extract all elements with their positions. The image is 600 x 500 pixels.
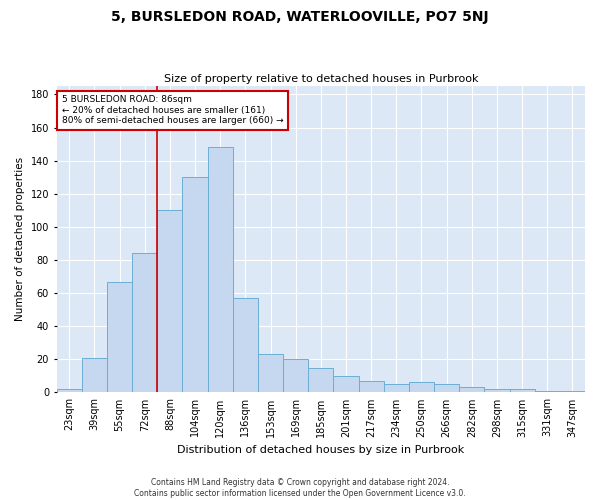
Text: Contains HM Land Registry data © Crown copyright and database right 2024.
Contai: Contains HM Land Registry data © Crown c…	[134, 478, 466, 498]
Bar	[258, 354, 283, 393]
Bar	[107, 282, 132, 393]
Bar	[409, 382, 434, 392]
Title: Size of property relative to detached houses in Purbrook: Size of property relative to detached ho…	[164, 74, 478, 84]
Text: 5 BURSLEDON ROAD: 86sqm
← 20% of detached houses are smaller (161)
80% of semi-d: 5 BURSLEDON ROAD: 86sqm ← 20% of detache…	[62, 96, 284, 125]
Bar	[384, 384, 409, 392]
Bar	[535, 391, 560, 392]
Bar	[208, 148, 233, 392]
Bar	[132, 254, 157, 392]
Text: 5, BURSLEDON ROAD, WATERLOOVILLE, PO7 5NJ: 5, BURSLEDON ROAD, WATERLOOVILLE, PO7 5N…	[111, 10, 489, 24]
Bar	[283, 360, 308, 392]
Bar	[484, 389, 509, 392]
Bar	[459, 388, 484, 392]
Bar	[359, 381, 384, 392]
Bar	[434, 384, 459, 392]
Bar	[509, 389, 535, 392]
Bar	[560, 391, 585, 392]
Bar	[82, 358, 107, 392]
Bar	[334, 376, 359, 392]
Bar	[182, 177, 208, 392]
Bar	[157, 210, 182, 392]
Y-axis label: Number of detached properties: Number of detached properties	[15, 157, 25, 322]
Bar	[233, 298, 258, 392]
Bar	[308, 368, 334, 392]
X-axis label: Distribution of detached houses by size in Purbrook: Distribution of detached houses by size …	[177, 445, 464, 455]
Bar	[56, 389, 82, 392]
